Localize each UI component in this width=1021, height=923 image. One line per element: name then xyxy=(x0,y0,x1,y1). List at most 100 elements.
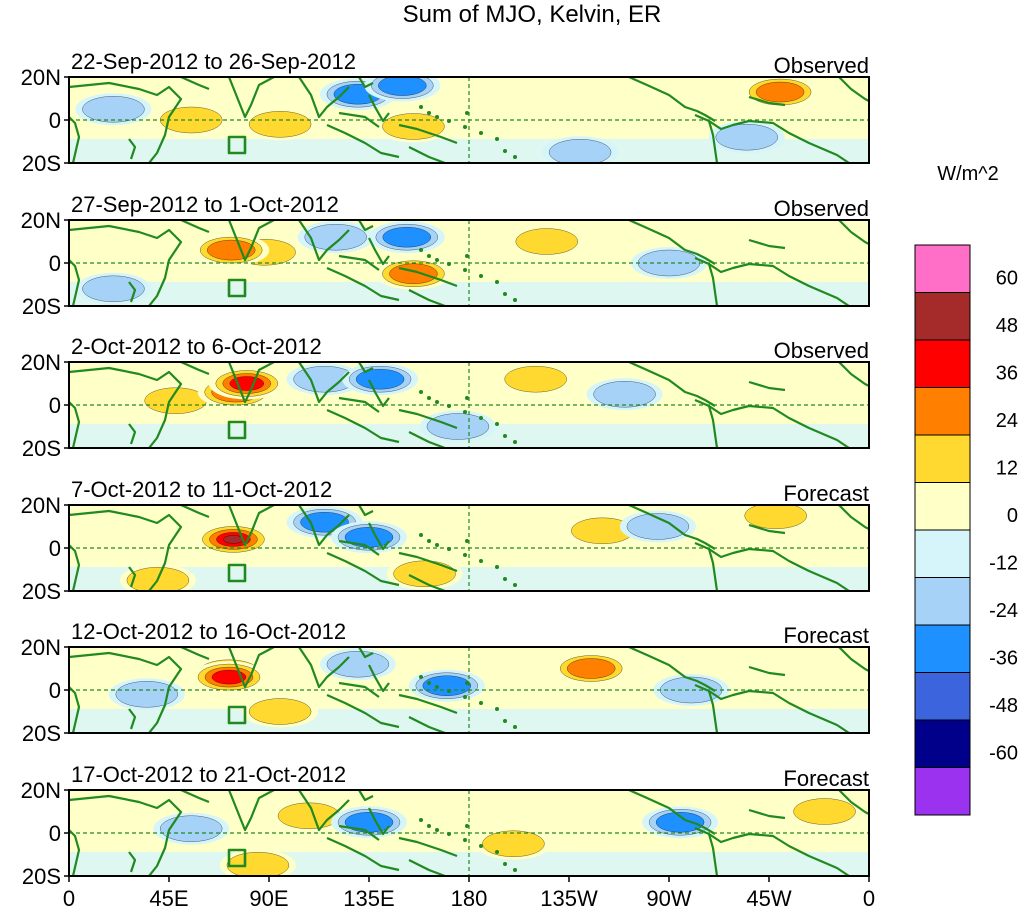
colorbar-swatch xyxy=(914,529,971,578)
colorbar-level-label: 60 xyxy=(996,268,1018,290)
x-tick-label: 180 xyxy=(451,886,488,911)
colorbar-swatch xyxy=(914,244,971,293)
y-tick-label: 20S xyxy=(22,151,61,176)
colorbar-swatch xyxy=(914,624,971,673)
anomaly-contour xyxy=(793,798,856,825)
colorbar-level-label: -12 xyxy=(989,553,1018,575)
anomaly-contour xyxy=(744,505,807,529)
x-tick-label: 90E xyxy=(249,886,288,911)
anomaly-contour xyxy=(548,139,612,163)
anomaly-contour xyxy=(355,369,405,390)
map-frame xyxy=(68,504,870,592)
panel-date-range: 22-Sep-2012 to 26-Sep-2012 xyxy=(71,49,356,74)
y-tick-label: 0 xyxy=(49,678,61,703)
colorbar: 60 48 36 24 12 0 -12 -24 -36 -48 -60 xyxy=(914,244,1018,816)
x-tick-label: 0 xyxy=(63,886,75,911)
colorbar-swatch xyxy=(914,339,971,388)
colorbar-level-label: -48 xyxy=(989,695,1018,717)
colorbar-swatch xyxy=(914,767,971,816)
anomaly-contour xyxy=(515,228,578,255)
anomaly-contour xyxy=(715,124,778,151)
colorbar-swatch xyxy=(914,719,971,768)
map-area xyxy=(68,361,870,449)
colorbar-level-label: -36 xyxy=(989,648,1018,670)
anomaly-contour xyxy=(160,815,223,842)
panel: 27-Sep-2012 to 1-Oct-2012 Observed 20N 0 20S xyxy=(21,192,870,319)
panel-status: Forecast xyxy=(783,766,869,791)
anomaly-contour xyxy=(211,669,247,685)
colorbar-level-label: 12 xyxy=(996,458,1018,480)
panel-date-range: 7-Oct-2012 to 11-Oct-2012 xyxy=(71,477,332,502)
anomaly-contour xyxy=(567,658,616,679)
y-tick-label: 20S xyxy=(22,294,61,319)
anomaly-contour xyxy=(378,77,427,96)
y-tick-label: 0 xyxy=(49,536,61,561)
panels: 22-Sep-2012 to 26-Sep-2012 Observed 20N 0 20… xyxy=(21,49,870,889)
anomaly-contour xyxy=(482,830,545,857)
panel: 17-Oct-2012 to 21-Oct-2012 Forecast 20N 0 20… xyxy=(21,762,870,889)
y-tick-label: 20S xyxy=(22,864,61,889)
anomaly-contour xyxy=(426,413,490,440)
y-tick-label: 20N xyxy=(21,350,61,375)
map-area xyxy=(68,76,870,164)
anomaly-contour xyxy=(422,675,471,696)
anomaly-contour xyxy=(223,535,244,544)
anomaly-contour xyxy=(755,81,805,103)
anomaly-contour xyxy=(115,681,178,708)
map-area xyxy=(68,219,870,307)
y-tick-label: 20N xyxy=(21,65,61,90)
anomaly-contour xyxy=(593,381,656,408)
panel: 12-Oct-2012 to 16-Oct-2012 Forecast 20N 0 20… xyxy=(21,619,870,746)
x-tick-label: 135E xyxy=(343,886,394,911)
map-frame xyxy=(68,646,870,734)
panel-date-range: 2-Oct-2012 to 6-Oct-2012 xyxy=(71,334,322,359)
panel: 7-Oct-2012 to 11-Oct-2012 Forecast 20N 0 20S xyxy=(21,477,870,604)
y-tick-label: 0 xyxy=(49,821,61,846)
x-tick-label: 45E xyxy=(149,886,188,911)
anomaly-contour xyxy=(82,96,145,123)
x-tick-label: 135W xyxy=(540,886,598,911)
colorbar-level-label: 48 xyxy=(996,315,1018,337)
anomaly-contour xyxy=(207,239,256,261)
colorbar-level-label: 36 xyxy=(996,363,1018,385)
x-axis-ticks: 0 45E 90E 135E 180 135W 90W 45W 0 xyxy=(63,876,875,911)
anomaly-contour xyxy=(248,111,312,138)
map-frame xyxy=(68,76,870,164)
anomaly-contour xyxy=(504,366,567,393)
chart-title: Sum of MJO, Kelvin, ER xyxy=(403,1,662,28)
colorbar-swatch xyxy=(914,434,971,483)
panel-date-range: 27-Sep-2012 to 1-Oct-2012 xyxy=(71,192,339,217)
y-tick-label: 20N xyxy=(21,208,61,233)
colorbar-swatch xyxy=(914,672,971,721)
anomaly-contour xyxy=(248,698,312,725)
y-tick-label: 0 xyxy=(49,108,61,133)
anomaly-contour xyxy=(393,560,456,587)
anomaly-contour xyxy=(389,263,438,284)
x-tick-label: 0 xyxy=(863,886,875,911)
map-area xyxy=(68,646,870,734)
anomaly-contour xyxy=(626,513,690,540)
anomaly-contour xyxy=(326,651,390,678)
colorbar-level-label: 24 xyxy=(996,410,1018,432)
panel-status: Observed xyxy=(774,196,869,221)
colorbar-level-label: 0 xyxy=(1007,505,1018,527)
y-tick-label: 20S xyxy=(22,721,61,746)
panel: 2-Oct-2012 to 6-Oct-2012 Observed 20N 0 20S xyxy=(21,334,870,461)
y-tick-label: 20N xyxy=(21,635,61,660)
anomaly-contour xyxy=(304,224,367,251)
panel-status: Observed xyxy=(774,338,869,363)
panel-date-range: 12-Oct-2012 to 16-Oct-2012 xyxy=(71,619,346,644)
colorbar-swatch xyxy=(914,482,971,531)
map-area xyxy=(68,504,870,592)
anomaly-contour xyxy=(382,227,431,248)
colorbar-unit-label: W/m^2 xyxy=(937,163,999,185)
anomaly-contour xyxy=(637,249,701,277)
y-tick-label: 20S xyxy=(22,579,61,604)
y-tick-label: 20N xyxy=(21,778,61,803)
x-tick-label: 45W xyxy=(746,886,791,911)
colorbar-swatch xyxy=(914,292,971,341)
y-tick-label: 0 xyxy=(49,251,61,276)
anomaly-contour xyxy=(226,852,290,876)
y-tick-label: 0 xyxy=(49,393,61,418)
